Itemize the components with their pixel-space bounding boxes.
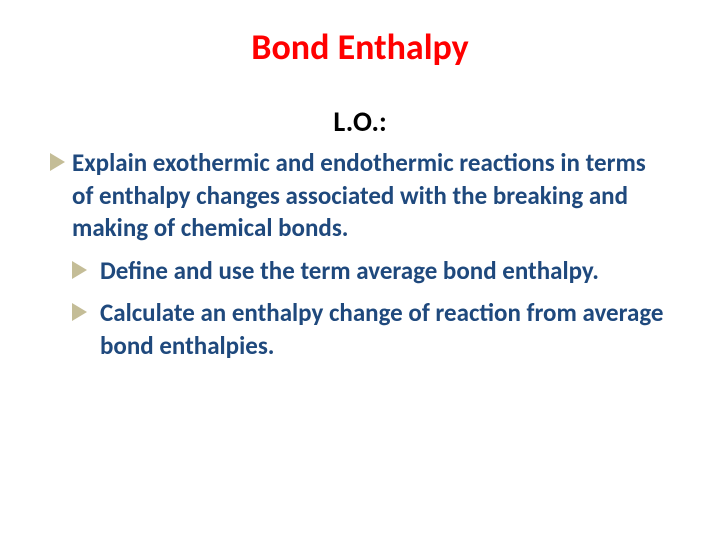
slide-title: Bond Enthalpy [50,25,670,69]
bullet-item: Calculate an enthalpy change of reaction… [50,297,670,362]
bullet-text: Define and use the term average bond ent… [100,255,599,286]
bullet-text: Explain exothermic and endothermic react… [72,147,646,243]
bullet-item: Explain exothermic and endothermic react… [50,147,670,245]
slide-subtitle: L.O.: [50,104,670,139]
bullet-text: Calculate an enthalpy change of reaction… [100,297,664,361]
bullet-list: Explain exothermic and endothermic react… [50,147,670,362]
bullet-item: Define and use the term average bond ent… [50,255,670,288]
